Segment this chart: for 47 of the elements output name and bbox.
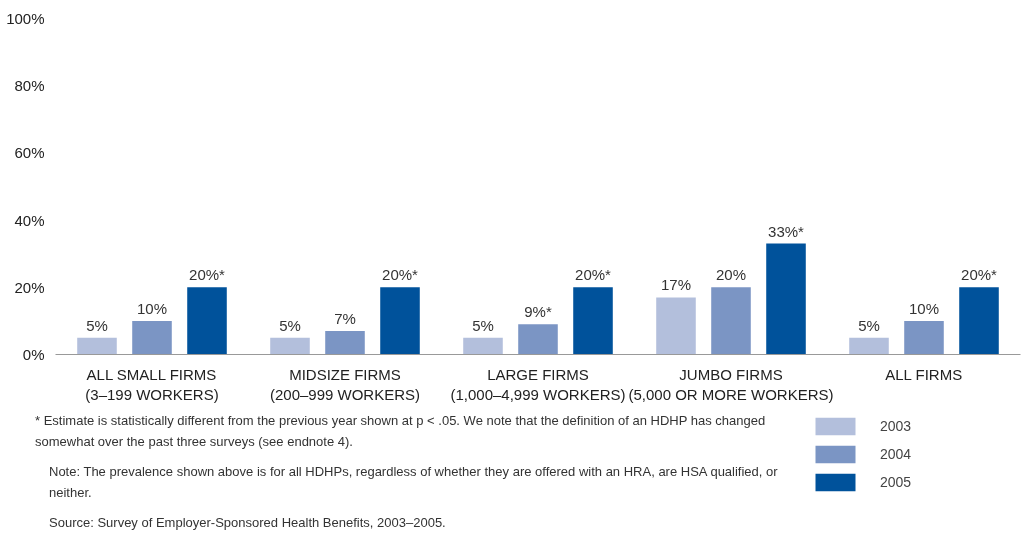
y-tick-label: 60% [14,144,45,162]
data-label: 7% [334,309,356,327]
text: * Estimate is statistically different from the previous year shown at p < .05. We note that the definition of an HDHP has changed somewhat over the past three surveys (see endnote 4). [35,412,767,451]
data-label: 5% [279,316,301,334]
bar [573,287,613,355]
bar [463,337,503,355]
x-tick-label: JUMBO FIRMS (5,000 OR MORE WORKERS) [628,365,834,403]
data-label: 33%* [768,222,805,240]
source-note: Source: Survey of Employer-Sponsored Health Benefits, 2003–2005. [49,514,447,532]
data-label: 5% [472,316,494,334]
bar [959,287,999,355]
data-label: 20% [715,266,747,284]
x-tick-label: LARGE FIRMS (1,000–4,999 WORKERS) [450,365,626,403]
bar [187,287,227,355]
bar [904,320,944,355]
data-label: 20%* [382,266,419,284]
x-tick-label: ALL FIRMS [885,365,963,383]
bar [766,243,806,355]
bar [711,287,751,355]
bar [849,337,889,355]
bar [656,297,696,355]
legend-label: 2004 [880,446,912,462]
y-tick-label: 100% [6,10,45,27]
bar [380,287,420,355]
x-tick-label: ALL SMALL FIRMS (3–199 WORKERS) [85,365,219,403]
data-label: 5% [858,316,880,334]
data-label: 20%* [961,266,998,284]
data-label: 5% [86,316,108,334]
y-tick-label: 40% [14,211,45,229]
data-label: 10% [908,299,940,317]
text: Note: The prevalence shown above is for all HDHPs, regardless of whether they are offered with an HRA, are HSA qualified, or neither. [49,463,779,502]
data-label: 20%* [189,266,226,284]
data-label: 20%* [575,266,612,284]
y-tick-label: 20% [14,278,45,296]
data-label: 9%* [524,303,552,321]
bar [77,337,117,355]
y-tick-label: 0% [22,346,45,363]
bar [518,324,558,355]
x-tick-label: MIDSIZE FIRMS (200–999 WORKERS) [269,365,421,403]
data-label: 17% [660,276,692,294]
y-tick-label: 80% [14,77,45,95]
bar [270,337,310,355]
bar [132,320,172,355]
bar [325,330,365,355]
data-label: 10% [136,299,168,317]
legend-label: 2003 [880,418,912,434]
legend-label: 2005 [880,474,912,490]
